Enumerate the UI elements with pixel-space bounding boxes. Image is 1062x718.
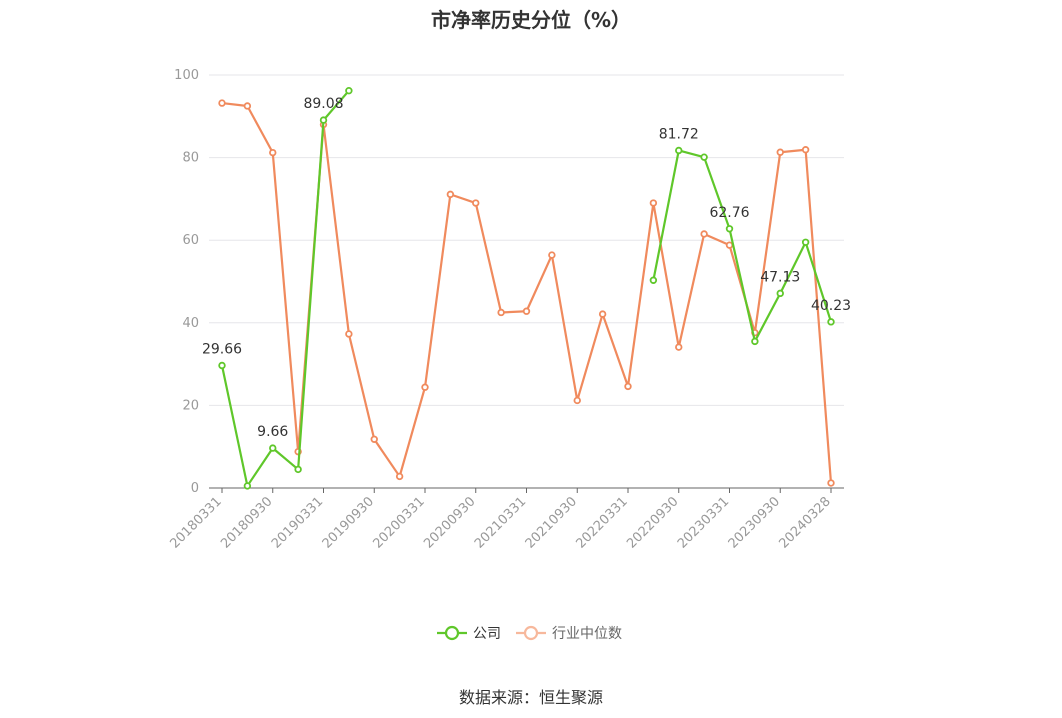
y-tick-label: 20 <box>182 398 199 413</box>
data-point-industry <box>522 307 531 315</box>
x-tick-label: 20180331 <box>167 494 224 551</box>
data-point-industry <box>624 382 632 391</box>
data-point-company <box>319 116 328 124</box>
data-point-industry <box>395 472 404 481</box>
data-point-industry <box>218 99 226 107</box>
data-point-industry <box>345 330 353 338</box>
data-label: 47.13 <box>760 269 800 285</box>
data-point-industry <box>776 148 784 156</box>
series-line-company <box>652 149 833 343</box>
data-label: 89.08 <box>303 96 343 112</box>
x-tick-label: 20190331 <box>269 494 326 551</box>
x-tick-label: 20180930 <box>218 494 275 551</box>
x-tick-label: 20220930 <box>624 494 681 551</box>
data-point-industry <box>827 479 835 487</box>
data-point-company <box>725 225 734 233</box>
y-tick-label: 40 <box>182 316 199 331</box>
data-point-industry <box>649 199 658 207</box>
data-label: 40.23 <box>811 298 851 314</box>
x-tick-label: 20240328 <box>776 494 833 551</box>
y-tick-label: 100 <box>174 68 199 83</box>
data-label: 81.72 <box>659 126 699 142</box>
data-point-industry <box>370 435 378 443</box>
x-tick-label: 20220331 <box>573 494 630 551</box>
data-source: 数据来源：恒生聚源 <box>458 688 603 707</box>
data-point-company <box>243 482 252 490</box>
data-point-industry <box>269 148 277 157</box>
data-point-industry <box>472 199 480 207</box>
legend-item-industry: 行业中位数 <box>516 625 622 642</box>
data-point-company <box>294 465 302 474</box>
y-tick-label: 60 <box>182 233 199 248</box>
data-point-company <box>827 318 835 326</box>
data-point-company <box>345 86 353 95</box>
data-label: 9.66 <box>257 424 288 440</box>
data-point-company <box>218 361 226 370</box>
data-point-company <box>751 337 759 346</box>
x-tick-label: 20210331 <box>472 494 529 551</box>
x-tick-label: 20190930 <box>320 494 377 551</box>
data-point-industry <box>446 190 455 199</box>
data-point-industry <box>598 310 607 318</box>
data-label: 62.76 <box>709 205 749 221</box>
data-label: 29.66 <box>202 342 242 358</box>
series-line-company <box>220 89 350 488</box>
data-point-company <box>801 238 810 246</box>
legend-marker <box>444 625 460 641</box>
data-point-industry <box>675 343 683 351</box>
data-point-industry <box>801 146 810 154</box>
legend-label: 公司 <box>473 626 501 642</box>
data-point-industry <box>497 308 505 317</box>
data-point-industry <box>548 251 556 259</box>
x-tick-label: 20230930 <box>726 494 783 551</box>
data-point-company <box>649 276 658 284</box>
series-line-industry <box>221 101 833 484</box>
legend-label: 行业中位数 <box>552 626 622 642</box>
x-tick-label: 20230331 <box>675 494 732 551</box>
y-tick-label: 0 <box>191 481 199 496</box>
legend-item-company: 公司 <box>437 625 501 642</box>
x-tick-label: 20210930 <box>523 494 580 551</box>
data-point-company <box>776 289 784 298</box>
legend-marker <box>523 625 539 641</box>
data-point-industry <box>573 396 581 405</box>
chart-title: 市净率历史分位（%） <box>430 8 632 32</box>
data-point-company <box>700 153 708 161</box>
data-point-industry <box>243 102 252 110</box>
data-point-industry <box>421 383 429 391</box>
x-tick-label: 20200930 <box>421 494 478 551</box>
y-tick-label: 80 <box>182 151 199 166</box>
x-tick-label: 20200331 <box>370 494 427 551</box>
data-point-company <box>269 444 277 452</box>
data-point-industry <box>700 230 708 238</box>
data-point-company <box>675 146 683 155</box>
data-point-industry <box>725 241 734 249</box>
